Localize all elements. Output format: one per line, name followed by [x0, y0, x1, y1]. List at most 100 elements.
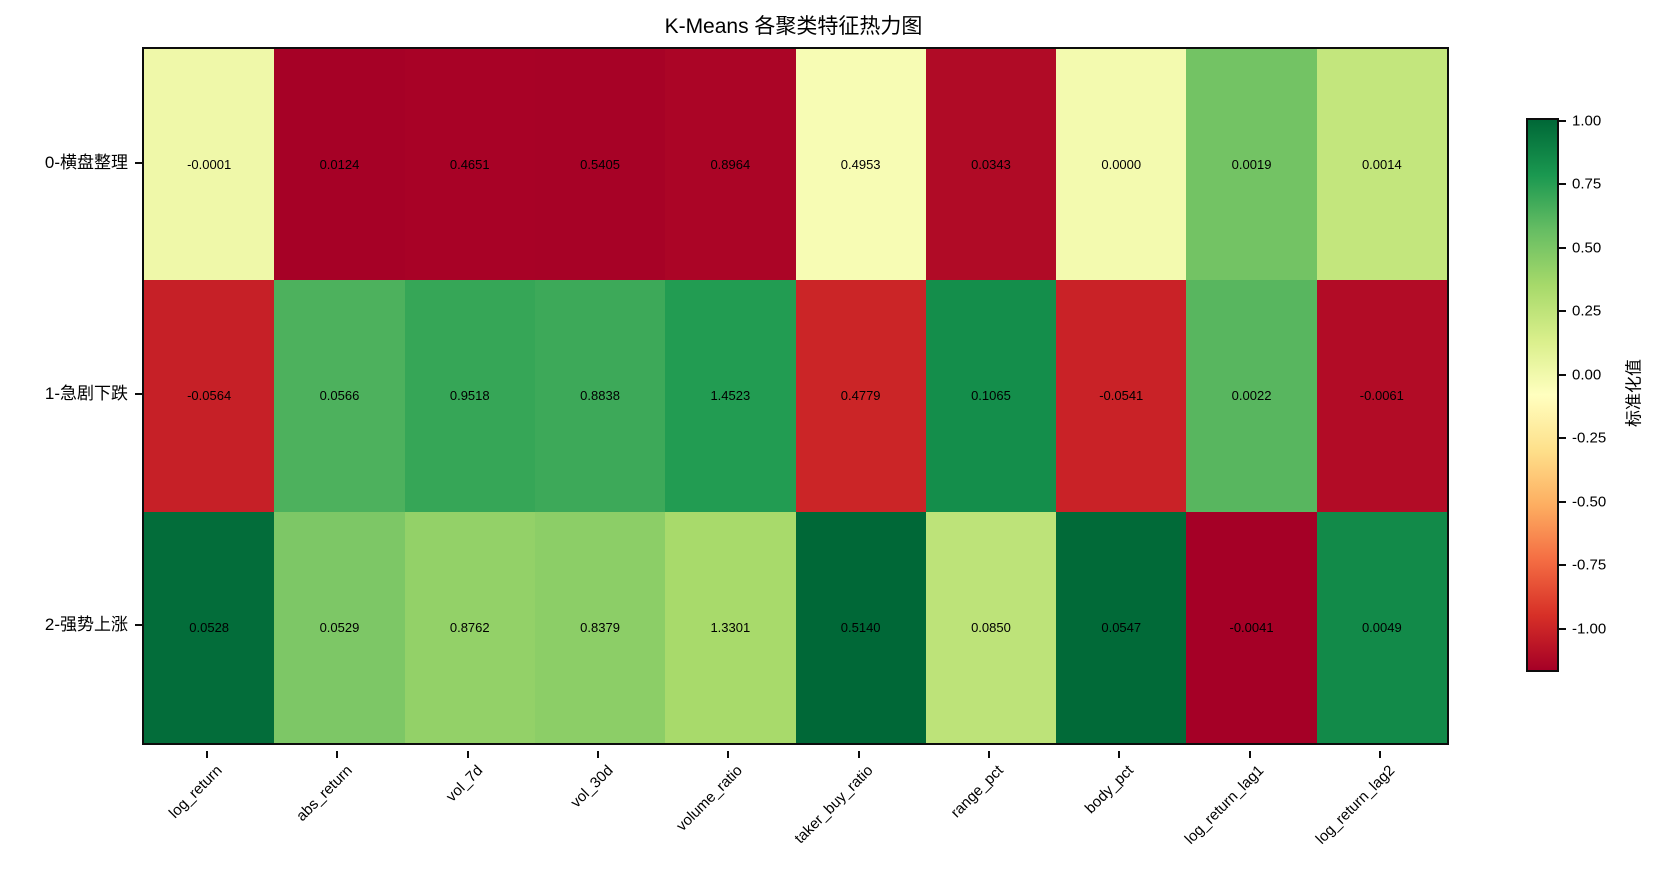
x-tick-label: log_return [165, 762, 226, 822]
colorbar-tick-label: 0.25 [1572, 302, 1602, 320]
y-tick-label: 0-横盘整理 [44, 152, 128, 172]
heatmap-cell: 0.4651 [404, 49, 535, 281]
cell-value: -0.0041 [1229, 619, 1274, 635]
cell-value: 0.5140 [840, 619, 881, 635]
heatmap-cell: 0.8379 [534, 511, 666, 743]
colorbar-tick-mark [1559, 564, 1566, 567]
heatmap-cell: 0.4779 [795, 280, 926, 512]
colorbar-tick-mark [1559, 627, 1566, 630]
cell-value: 0.8379 [580, 619, 620, 635]
cell-value: 0.8964 [710, 157, 751, 173]
cell-value: 0.1065 [971, 388, 1011, 404]
cell-value: -0.0541 [1099, 388, 1144, 404]
cell-value: 0.0850 [971, 619, 1011, 635]
x-tick-mark [987, 751, 990, 758]
cell-value: 0.0000 [1101, 157, 1142, 173]
x-tick-mark [206, 751, 209, 758]
heatmap-cell: 0.0343 [925, 49, 1057, 281]
colorbar-tick-mark [1559, 500, 1566, 503]
heatmap-cell: -0.0541 [1056, 280, 1187, 512]
x-tick-mark [336, 751, 339, 758]
x-tick-mark [597, 751, 600, 758]
colorbar-ticks: 1.00 0.75 0.50 0.25 0.00 -0.25 -0.50 -0.75 -1.00 [1526, 112, 1606, 668]
cell-value: 0.0049 [1361, 619, 1402, 635]
colorbar-tick-label: -0.75 [1572, 556, 1607, 574]
cell-value: 0.0124 [319, 157, 360, 173]
cell-value: 0.0547 [1101, 619, 1142, 635]
cell-value: 0.5405 [580, 157, 620, 173]
heatmap-cell: 0.8964 [665, 49, 796, 281]
colorbar-tick-mark [1559, 437, 1566, 440]
cell-value: 0.0528 [189, 619, 230, 635]
heatmap-cell: 0.1065 [925, 280, 1057, 512]
cell-value: 0.0343 [971, 157, 1011, 173]
cell-value: 0.4779 [840, 388, 881, 404]
cell-value: -0.0564 [187, 388, 232, 404]
colorbar-label: 标准化值 [1624, 359, 1644, 427]
colorbar-tick-label: -0.50 [1572, 493, 1607, 511]
x-tick-label: body_pct [1082, 762, 1138, 818]
cell-value: 0.4953 [840, 157, 881, 173]
x-tick-label: abs_return [292, 762, 356, 825]
colorbar-tick-label: 0.75 [1572, 175, 1602, 193]
cell-value: 0.0566 [319, 388, 360, 404]
colorbar-tick-label: -1.00 [1572, 620, 1607, 638]
colorbar-tick-mark [1559, 310, 1566, 313]
cell-value: 0.0529 [319, 619, 360, 635]
x-tick-mark [727, 751, 730, 758]
x-tick-label: log_return_lag2 [1312, 762, 1398, 848]
heatmap-cell: 0.5140 [795, 511, 926, 743]
colorbar-tick-label: 0.00 [1572, 366, 1602, 384]
cell-value: 0.4651 [449, 157, 490, 173]
heatmap-cell: 0.0528 [144, 511, 275, 743]
cell-value: -0.0001 [187, 157, 232, 173]
heatmap-cell: 0.5405 [534, 49, 666, 281]
y-tick-label: 2-强势上涨 [44, 615, 128, 635]
cell-value: 0.8762 [449, 619, 490, 635]
colorbar-tick-mark [1559, 246, 1566, 249]
heatmap-cell: 0.0547 [1056, 511, 1187, 743]
heatmap-cell: 0.8762 [404, 511, 535, 743]
colorbar [1526, 118, 1559, 672]
cell-value: 0.0014 [1361, 157, 1402, 173]
heatmap-cell: 0.4953 [795, 49, 926, 281]
colorbar-tick-mark [1559, 119, 1566, 122]
colorbar-tick-mark [1559, 373, 1566, 376]
heatmap-cell: 0.8838 [534, 280, 666, 512]
chart-title: K-Means 各聚类特征热力图 [664, 15, 923, 38]
colorbar-tick-label: 1.00 [1572, 112, 1602, 130]
colorbar-tick-label: -0.25 [1572, 429, 1607, 447]
x-tick-mark [857, 751, 860, 758]
colorbar-tick-label: 0.50 [1572, 239, 1602, 257]
heatmap-cell: 1.4523 [665, 280, 796, 512]
x-tick-mark [1248, 751, 1251, 758]
cell-value: 0.8838 [580, 388, 620, 404]
y-tick-mark [135, 624, 142, 627]
heatmap-cell: 1.3301 [665, 511, 796, 743]
heatmap-axes: -0.0001 0.0124 0.4651 0.5405 0.8964 0.4953 0.0… [142, 47, 1449, 745]
heatmap-cell: 0.0019 [1186, 49, 1317, 281]
x-tick-label: vol_7d [442, 762, 486, 806]
heatmap-cell: 0.0014 [1316, 49, 1447, 281]
x-tick-mark [1378, 751, 1381, 758]
heatmap-cell: 0.0566 [274, 280, 405, 512]
cell-value: 0.0022 [1231, 388, 1272, 404]
heatmap-cell: -0.0041 [1186, 511, 1317, 743]
heatmap-cell: 0.0124 [274, 49, 405, 281]
y-tick-mark [135, 161, 142, 164]
heatmap-cell: 0.0022 [1186, 280, 1317, 512]
cell-value: 0.9518 [449, 388, 490, 404]
heatmap-grid: -0.0001 0.0124 0.4651 0.5405 0.8964 0.4953 0.0… [144, 49, 1447, 743]
x-tick-mark [1118, 751, 1121, 758]
heatmap-cell: -0.0061 [1316, 280, 1447, 512]
x-tick-label: vol_30d [566, 762, 617, 812]
heatmap-cell: -0.0564 [144, 280, 275, 512]
heatmap-cell: -0.0001 [144, 49, 275, 281]
heatmap-cell: 0.0049 [1316, 511, 1447, 743]
cell-value: 1.4523 [710, 388, 751, 404]
cell-value: -0.0061 [1359, 388, 1404, 404]
x-tick-label: volume_ratio [673, 762, 747, 835]
heatmap-cell: 0.0000 [1056, 49, 1187, 281]
heatmap-cell: 0.0850 [925, 511, 1057, 743]
